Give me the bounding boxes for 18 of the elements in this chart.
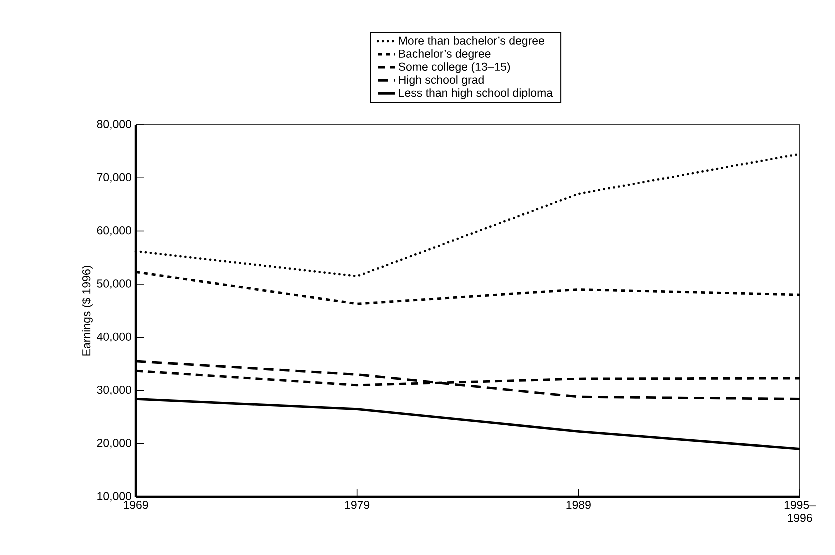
y-tick-label: 70,000 [97, 173, 132, 183]
legend-label: Some college (13–15) [398, 62, 510, 74]
y-tick-label: 40,000 [97, 332, 132, 342]
y-tick-label: 50,000 [97, 280, 132, 290]
y-tick-label: 10,000 [98, 492, 132, 502]
x-tick-label: 1995–1996 [784, 501, 816, 522]
y-tick-label: 80,000 [97, 120, 132, 130]
y-tick-label: 30,000 [97, 386, 132, 396]
legend-label: Less than high school diploma [399, 88, 554, 100]
y-tick-label: 60,000 [97, 226, 132, 236]
y-tick-label: 20,000 [97, 439, 132, 449]
legend-label: More than bachelor’s degree [399, 36, 544, 48]
legend-label: Bachelor’s degree [399, 50, 491, 60]
y-axis-title: Earnings ($ 1996) [82, 266, 93, 356]
legend-label: High school grad [399, 76, 484, 86]
x-tick-label: 1979 [345, 501, 370, 510]
x-tick-label: 1969 [124, 501, 148, 510]
x-tick-label: 1989 [566, 501, 591, 510]
